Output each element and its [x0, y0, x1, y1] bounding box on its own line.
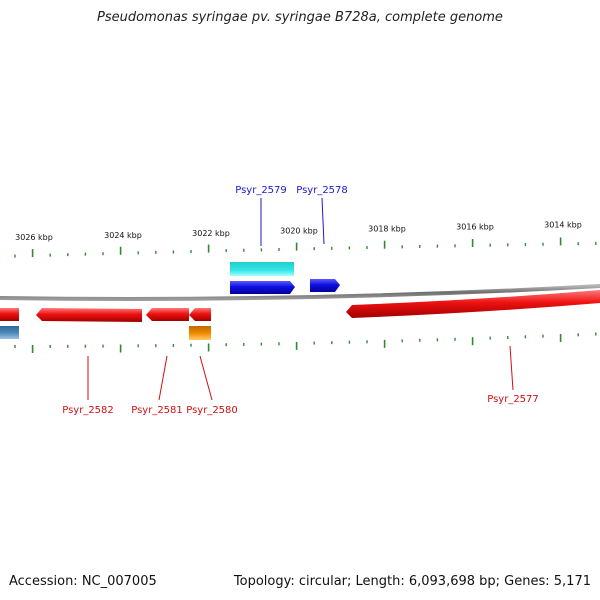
scale-label: 3016 kbp [456, 223, 494, 232]
minus-strand-genes [0, 290, 600, 340]
gene-Psyr_2581[interactable] [146, 308, 189, 321]
gene-Psyr_2580-feature[interactable] [189, 326, 211, 340]
gene-label-Psyr_2578[interactable]: Psyr_2578 [296, 185, 348, 196]
plus-strand-genes [230, 262, 340, 294]
callout-Psyr_2577 [509, 345, 514, 391]
genome-backbone [0, 284, 600, 301]
gene-Psyr_2577[interactable] [346, 290, 600, 318]
gene-Psyr_2579-feature[interactable] [230, 262, 294, 276]
gene-partial-left-feature[interactable] [0, 326, 19, 339]
scale-label: 3026 kbp [15, 233, 53, 242]
minus-callouts [87, 345, 514, 401]
scale-label: 3018 kbp [368, 225, 406, 234]
gene-label-Psyr_2577[interactable]: Psyr_2577 [487, 394, 539, 405]
gene-label-Psyr_2581[interactable]: Psyr_2581 [131, 405, 183, 416]
callout-Psyr_2581 [158, 355, 168, 401]
gene-Psyr_2578[interactable] [310, 279, 340, 292]
scale-ticks-outer [14, 237, 597, 258]
gene-labels: Psyr_2579 Psyr_2578 Psyr_2582 Psyr_2581 … [62, 185, 539, 416]
plus-callouts [260, 197, 325, 246]
gene-Psyr_2579[interactable] [230, 281, 295, 294]
scale-ticks-inner [14, 332, 597, 353]
callout-Psyr_2578 [321, 197, 325, 245]
gene-label-Psyr_2582[interactable]: Psyr_2582 [62, 405, 114, 416]
gene-label-Psyr_2579[interactable]: Psyr_2579 [235, 185, 287, 196]
scale-label: 3022 kbp [192, 229, 230, 238]
accession-text: Accession: NC_007005 [9, 574, 157, 589]
scale-labels: 3026 kbp 3024 kbp 3022 kbp 3020 kbp 3018 kbp… [15, 220, 582, 242]
genome-title: Pseudomonas syringae pv. syringae B728a,… [97, 10, 503, 25]
topology-text: Topology: circular; Length: 6,093,698 bp… [233, 574, 591, 589]
gene-label-Psyr_2580[interactable]: Psyr_2580 [186, 405, 238, 416]
gene-partial-left[interactable] [0, 308, 19, 321]
gene-Psyr_2580[interactable] [189, 308, 211, 321]
gene-Psyr_2582[interactable] [36, 308, 142, 322]
scale-label: 3024 kbp [104, 231, 142, 240]
scale-label: 3020 kbp [280, 227, 318, 236]
callout-Psyr_2580 [199, 355, 213, 401]
scale-label: 3014 kbp [544, 220, 582, 229]
